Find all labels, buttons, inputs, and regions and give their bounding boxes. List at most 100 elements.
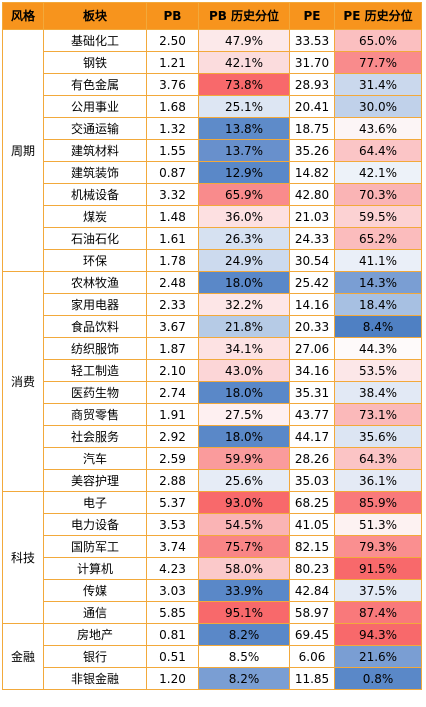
table-row: 医药生物 2.74 18.0% 35.31 38.4%	[3, 381, 422, 404]
table-row: 电力设备 3.53 54.5% 41.05 51.3%	[3, 513, 422, 536]
pe-percentile-cell: 79.3%	[334, 535, 422, 558]
pb-percentile-cell: 25.1%	[198, 95, 290, 118]
table-body: 周期 基础化工 2.50 47.9% 33.53 65.0% 钢铁 1.21 42.1% 31.7…	[2, 29, 422, 690]
pe-cell: 14.82	[289, 161, 335, 184]
pb-cell: 2.59	[146, 447, 199, 470]
pb-cell: 1.55	[146, 139, 199, 162]
sector-cell: 基础化工	[43, 29, 147, 52]
sector-cell: 石油石化	[43, 227, 147, 250]
pb-cell: 0.81	[146, 623, 199, 646]
pe-percentile-cell: 65.2%	[334, 227, 422, 250]
table-row: 纺织服饰 1.87 34.1% 27.06 44.3%	[3, 337, 422, 360]
pe-cell: 18.75	[289, 117, 335, 140]
header-sector: 板块	[43, 2, 147, 30]
pb-cell: 1.32	[146, 117, 199, 140]
pb-percentile-cell: 36.0%	[198, 205, 290, 228]
pe-cell: 42.80	[289, 183, 335, 206]
pb-percentile-cell: 33.9%	[198, 579, 290, 602]
pe-percentile-cell: 42.1%	[334, 161, 422, 184]
pb-cell: 1.20	[146, 667, 199, 690]
table-row: 科技 电子 5.37 93.0% 68.25 85.9%	[2, 491, 422, 624]
pb-percentile-cell: 59.9%	[198, 447, 290, 470]
sector-cell: 煤炭	[43, 205, 147, 228]
pb-cell: 1.87	[146, 337, 199, 360]
pb-cell: 3.76	[146, 73, 199, 96]
table-row: 非银金融 1.20 8.2% 11.85 0.8%	[3, 667, 422, 690]
style-group-cell: 金融	[2, 623, 44, 690]
pe-percentile-cell: 77.7%	[334, 51, 422, 74]
pb-percentile-cell: 34.1%	[198, 337, 290, 360]
pb-cell: 0.87	[146, 161, 199, 184]
pe-percentile-cell: 64.3%	[334, 447, 422, 470]
pb-percentile-cell: 8.2%	[198, 667, 290, 690]
pb-cell: 3.67	[146, 315, 199, 338]
table-row: 食品饮料 3.67 21.8% 20.33 8.4%	[3, 315, 422, 338]
table-row: 周期 基础化工 2.50 47.9% 33.53 65.0%	[2, 29, 422, 272]
sector-cell: 传媒	[43, 579, 147, 602]
pe-cell: 35.26	[289, 139, 335, 162]
pe-percentile-cell: 31.4%	[334, 73, 422, 96]
sector-cell: 机械设备	[43, 183, 147, 206]
table-row: 有色金属 3.76 73.8% 28.93 31.4%	[3, 73, 422, 96]
table-row: 钢铁 1.21 42.1% 31.70 77.7%	[3, 51, 422, 74]
table-row: 环保 1.78 24.9% 30.54 41.1%	[3, 249, 422, 272]
header-pb: PB	[146, 2, 199, 30]
pe-cell: 31.70	[289, 51, 335, 74]
table-row: 消费 农林牧渔 2.48 18.0% 25.42 14.3%	[2, 271, 422, 492]
table-row: 国防军工 3.74 75.7% 82.15 79.3%	[3, 535, 422, 558]
pb-percentile-cell: 18.0%	[198, 271, 290, 294]
sector-cell: 国防军工	[43, 535, 147, 558]
pb-percentile-cell: 65.9%	[198, 183, 290, 206]
pb-cell: 1.68	[146, 95, 199, 118]
table-row: 汽车 2.59 59.9% 28.26 64.3%	[3, 447, 422, 470]
table-row: 煤炭 1.48 36.0% 21.03 59.5%	[3, 205, 422, 228]
pe-percentile-cell: 0.8%	[334, 667, 422, 690]
pe-percentile-cell: 21.6%	[334, 645, 422, 668]
pb-cell: 5.37	[146, 491, 199, 514]
pe-cell: 28.26	[289, 447, 335, 470]
pe-percentile-cell: 51.3%	[334, 513, 422, 536]
sector-cell: 美容护理	[43, 469, 147, 492]
pb-percentile-cell: 43.0%	[198, 359, 290, 382]
pe-percentile-cell: 14.3%	[334, 271, 422, 294]
pe-cell: 24.33	[289, 227, 335, 250]
pe-cell: 42.84	[289, 579, 335, 602]
pe-percentile-cell: 41.1%	[334, 249, 422, 272]
pe-cell: 82.15	[289, 535, 335, 558]
pe-percentile-cell: 73.1%	[334, 403, 422, 426]
pb-percentile-cell: 75.7%	[198, 535, 290, 558]
pe-cell: 44.17	[289, 425, 335, 448]
sector-cell: 非银金融	[43, 667, 147, 690]
pe-percentile-cell: 91.5%	[334, 557, 422, 580]
pe-percentile-cell: 44.3%	[334, 337, 422, 360]
pe-cell: 20.41	[289, 95, 335, 118]
pe-cell: 25.42	[289, 271, 335, 294]
pb-percentile-cell: 18.0%	[198, 425, 290, 448]
pe-percentile-cell: 87.4%	[334, 601, 422, 624]
table-row: 建筑装饰 0.87 12.9% 14.82 42.1%	[3, 161, 422, 184]
sector-cell: 医药生物	[43, 381, 147, 404]
sector-cell: 商贸零售	[43, 403, 147, 426]
style-group-cell: 消费	[2, 271, 44, 492]
sector-cell: 电力设备	[43, 513, 147, 536]
pe-cell: 68.25	[289, 491, 335, 514]
pe-percentile-cell: 70.3%	[334, 183, 422, 206]
pe-cell: 41.05	[289, 513, 335, 536]
sector-cell: 汽车	[43, 447, 147, 470]
pb-cell: 2.88	[146, 469, 199, 492]
pe-cell: 33.53	[289, 29, 335, 52]
pb-cell: 0.51	[146, 645, 199, 668]
pb-cell: 2.10	[146, 359, 199, 382]
style-group-cell: 周期	[2, 29, 44, 272]
sector-cell: 建筑装饰	[43, 161, 147, 184]
table-row: 石油石化 1.61 26.3% 24.33 65.2%	[3, 227, 422, 250]
table-row: 公用事业 1.68 25.1% 20.41 30.0%	[3, 95, 422, 118]
sector-cell: 公用事业	[43, 95, 147, 118]
style-group-cell: 科技	[2, 491, 44, 624]
pb-cell: 3.32	[146, 183, 199, 206]
pe-percentile-cell: 38.4%	[334, 381, 422, 404]
pb-cell: 3.53	[146, 513, 199, 536]
pe-percentile-cell: 53.5%	[334, 359, 422, 382]
sector-cell: 有色金属	[43, 73, 147, 96]
header-row: 风格 板块 PB PB 历史分位 PE PE 历史分位	[2, 2, 422, 30]
